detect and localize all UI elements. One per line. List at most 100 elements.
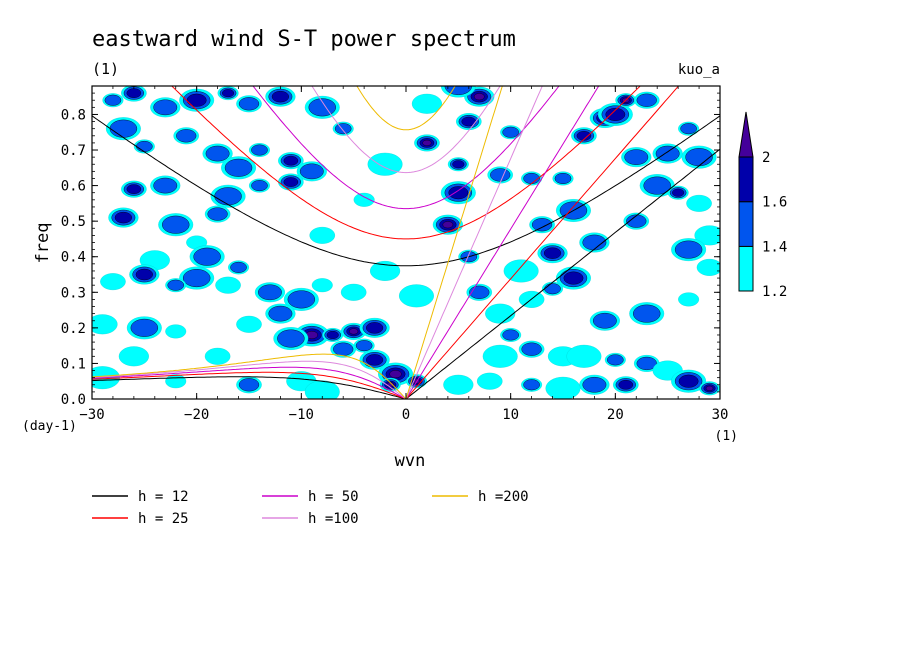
power-blob <box>311 278 333 293</box>
power-blob <box>671 369 707 393</box>
power-level-1.4 <box>277 329 305 348</box>
power-blob <box>353 192 375 207</box>
power-level-2 <box>389 370 402 379</box>
power-blob <box>447 157 469 172</box>
x-tick-label: 30 <box>712 407 729 423</box>
power-blob <box>623 212 650 230</box>
power-blob <box>100 273 126 291</box>
power-level-1.6 <box>448 186 469 200</box>
power-level-1.4 <box>224 158 253 177</box>
power-blob <box>487 166 513 184</box>
power-level-1.2 <box>215 276 241 294</box>
power-level-1.4 <box>136 140 153 152</box>
power-blob <box>265 86 296 107</box>
dispersion-curve-h100 <box>311 86 501 174</box>
power-blob <box>696 258 720 276</box>
power-blob <box>322 328 344 342</box>
x-unit-label: (1) <box>715 429 738 444</box>
power-blob <box>681 145 717 169</box>
power-blob <box>165 374 187 389</box>
power-level-1.2 <box>399 284 434 308</box>
power-level-1.2 <box>694 225 720 246</box>
dispersion-curve-h100 <box>92 360 407 399</box>
power-level-1.2 <box>304 380 340 399</box>
power-level-1.4 <box>490 168 511 182</box>
legend-label: h = 12 <box>138 489 189 505</box>
power-blob <box>158 213 194 237</box>
power-blob <box>604 352 626 367</box>
power-blob <box>204 205 231 223</box>
power-blob <box>283 287 319 311</box>
power-level-1.2 <box>476 372 503 390</box>
colorbar-label: 1.6 <box>762 195 787 211</box>
power-level-1.4 <box>287 290 316 309</box>
power-level-1.4 <box>162 215 190 234</box>
dispersion-curve-h12 <box>405 148 720 399</box>
power-blob <box>309 226 336 244</box>
y-tick-label: 0.2 <box>61 321 86 337</box>
power-blob <box>353 338 375 353</box>
power-level-1.4 <box>299 163 324 180</box>
power-blob <box>566 344 602 368</box>
power-blob <box>552 171 574 186</box>
power-level-2 <box>422 139 432 146</box>
power-blob <box>330 340 356 358</box>
power-blob <box>210 184 246 208</box>
power-level-2 <box>705 385 714 391</box>
power-blob <box>545 376 581 399</box>
power-blob <box>652 143 683 164</box>
legend-label: h =200 <box>478 489 529 505</box>
power-blob <box>236 315 262 333</box>
power-level-1.4 <box>636 93 657 107</box>
power-blob <box>179 88 215 112</box>
power-level-1.4 <box>153 177 178 194</box>
power-contours <box>92 86 720 399</box>
power-level-1.4 <box>582 234 607 251</box>
power-level-1.6 <box>114 211 132 224</box>
power-level-1.4 <box>153 99 178 116</box>
power-blob <box>340 283 367 301</box>
power-blob <box>129 264 160 285</box>
dispersion-curve-h25 <box>92 371 407 399</box>
dispersion-curve-h12 <box>92 115 720 267</box>
legend-item-h25: h = 25 <box>92 511 189 527</box>
power-blob <box>165 278 187 293</box>
dispersion-curve-h50 <box>252 86 560 210</box>
power-level-1.2 <box>482 344 518 368</box>
power-level-1.4 <box>333 342 354 356</box>
power-level-1.4 <box>624 149 649 165</box>
power-blob <box>579 232 610 253</box>
power-level-1.6 <box>563 271 584 285</box>
power-level-1.2 <box>370 261 401 281</box>
power-blob <box>296 161 327 182</box>
power-level-1.6 <box>135 268 153 281</box>
power-blob <box>228 260 249 275</box>
power-blob <box>249 178 270 193</box>
power-blob <box>529 216 555 234</box>
power-blob <box>189 245 225 269</box>
power-level-1.6 <box>283 155 299 166</box>
power-blob <box>443 374 474 395</box>
power-blob <box>304 380 340 399</box>
power-level-1.2 <box>566 344 602 368</box>
power-level-2 <box>442 221 454 229</box>
x-tick-label: −20 <box>184 407 209 423</box>
power-blob <box>278 152 304 170</box>
power-level-1.2 <box>353 192 375 207</box>
power-blob <box>500 328 522 342</box>
power-blob <box>278 173 304 191</box>
power-level-1.2 <box>118 346 149 367</box>
power-level-1.2 <box>340 283 367 301</box>
power-level-1.2 <box>696 258 720 276</box>
y-tick-label: 0.8 <box>61 107 86 123</box>
power-blob <box>678 121 700 136</box>
colorbar-label: 1.2 <box>762 284 787 300</box>
power-blob <box>500 125 522 140</box>
power-blob <box>179 266 215 290</box>
dispersion-curve-h200 <box>405 86 503 399</box>
power-blob <box>236 376 262 394</box>
power-blob <box>118 346 149 367</box>
power-blob <box>537 243 568 264</box>
power-level-1.4 <box>469 285 490 299</box>
